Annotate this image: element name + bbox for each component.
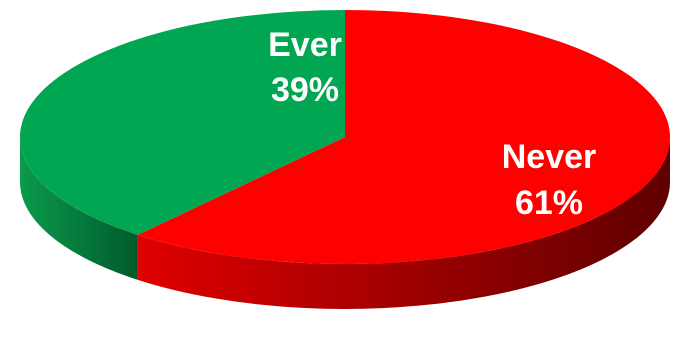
- slice-label-ever-category: Ever: [268, 26, 342, 64]
- pie-side-ever: [20, 137, 138, 280]
- slice-label-never-category: Never: [502, 138, 597, 176]
- slice-label-ever-percent: 39%: [271, 71, 339, 109]
- pie-tops: [19, 10, 670, 264]
- pie-labels: Never 61% Ever 39%: [268, 26, 596, 222]
- pie-side-never: [137, 137, 670, 309]
- pie-slice-ever: [19, 10, 345, 235]
- pie-slice-never: [137, 10, 670, 264]
- pie-sides: [20, 137, 670, 309]
- slice-label-never-percent: 61%: [515, 184, 583, 222]
